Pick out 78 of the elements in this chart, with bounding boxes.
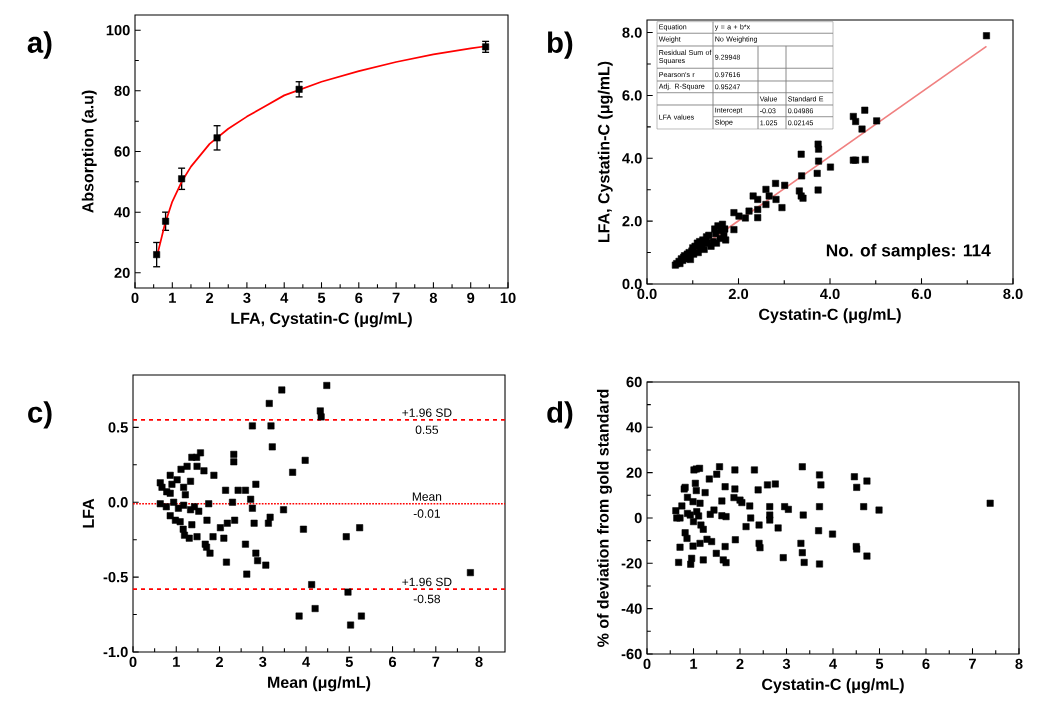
x-tick-label: 5 — [317, 292, 326, 303]
x-tick-label: 6 — [389, 656, 397, 668]
x-tick-label: 2 — [206, 292, 214, 303]
x-tick-label: 1 — [173, 656, 180, 667]
x-tick-label: 7 — [392, 292, 400, 303]
x-tick-label: 6.0 — [911, 288, 932, 300]
y-tick-label: 8.0 — [622, 27, 642, 38]
x-tick-label: 8 — [475, 656, 483, 668]
x-tick-label: 8 — [1015, 658, 1023, 670]
x-tick-label: 8.0 — [1003, 288, 1023, 300]
annotation: 0.55 — [415, 425, 439, 435]
x-tick-label: 0.0 — [637, 288, 657, 300]
annotation: -0.58 — [413, 594, 441, 604]
y-tick-label: 6.0 — [622, 90, 642, 101]
x-tick-label: 3 — [243, 292, 251, 304]
point — [153, 251, 161, 259]
x-tick-label: 1 — [690, 658, 698, 669]
y-tick-label: 20 — [114, 267, 130, 279]
y-tick-label: -20 — [621, 558, 642, 569]
y-tick-label: 0.5 — [108, 422, 128, 433]
x-tick-label: 0 — [131, 292, 139, 304]
x-tick-label: 2.0 — [728, 288, 749, 300]
x-tick-label: 6 — [355, 292, 363, 304]
point — [178, 175, 186, 183]
x-tick-label: 7 — [432, 656, 440, 667]
x-tick-label: 5 — [345, 656, 353, 667]
x-tick-label: 5 — [875, 658, 884, 669]
y-tick-label: 2.0 — [622, 215, 642, 227]
y-axis-title: LFA, Cystatin-C (μg/mL) — [597, 61, 613, 243]
y-tick-label: 0.0 — [108, 497, 128, 508]
x-tick-label: 1 — [169, 292, 176, 303]
text: a) — [27, 31, 52, 59]
y-tick-label: 4.0 — [622, 153, 642, 164]
x-axis-title: LFA, Cystatin-C (μg/mL) — [231, 312, 412, 328]
annotation: No. of samples: 114 — [826, 243, 991, 260]
x-tick-label: 7 — [969, 658, 976, 669]
x-tick-label: 0 — [643, 658, 651, 670]
x-axis-title: Cystatin-C (μg/mL) — [762, 678, 904, 694]
x-tick-label: 4 — [280, 292, 289, 303]
ref-line-label: Mean — [412, 492, 442, 501]
chart-title: b) — [547, 31, 573, 59]
x-tick-label: 8 — [429, 292, 438, 304]
y-tick-label: -60 — [621, 648, 642, 660]
y-tick-label: 20 — [626, 467, 642, 478]
ref-line-label: +1.96 SD — [402, 577, 452, 587]
annotation: -0.01 — [413, 509, 440, 518]
x-tick-label: 2 — [736, 658, 744, 669]
y-tick-label: 0.0 — [622, 278, 642, 290]
point — [162, 217, 170, 225]
y-tick-label: 0 — [634, 512, 642, 524]
text: c) — [28, 401, 52, 429]
y-tick-label: 100 — [106, 24, 130, 36]
y-tick-label: 60 — [626, 376, 642, 388]
text: d) — [547, 401, 573, 429]
x-tick-label: 2 — [215, 656, 224, 667]
x-tick-label: 4.0 — [820, 288, 840, 300]
y-tick-label: -0.5 — [103, 571, 128, 583]
y-axis-title: LFA — [82, 498, 94, 528]
x-tick-label: 6 — [922, 658, 930, 670]
x-axis-title: Cystatin-C (μg/mL) — [759, 308, 901, 324]
y-tick-label: 60 — [114, 146, 130, 157]
y-tick-label: -1.0 — [103, 646, 128, 658]
x-tick-label: 10 — [500, 292, 516, 304]
x-tick-label: 9 — [467, 292, 475, 304]
x-tick-label: 4 — [829, 658, 837, 669]
y-tick-label: 80 — [114, 85, 130, 97]
y-tick-label: 40 — [626, 422, 642, 433]
y-tick-label: 40 — [114, 206, 130, 218]
point — [295, 85, 303, 93]
x-tick-label: 3 — [782, 658, 791, 670]
y-tick-label: -40 — [621, 603, 642, 614]
point — [213, 134, 221, 142]
y-axis-title: Absorption (a.u) — [81, 90, 97, 213]
x-axis-title: Mean (μg/mL) — [268, 676, 371, 692]
ref-line-label: +1.96 SD — [402, 408, 452, 417]
x-tick-label: 4 — [302, 656, 311, 667]
x-tick-label: 3 — [259, 656, 267, 668]
y-axis-title: % of deviation from gold standard — [596, 389, 612, 647]
